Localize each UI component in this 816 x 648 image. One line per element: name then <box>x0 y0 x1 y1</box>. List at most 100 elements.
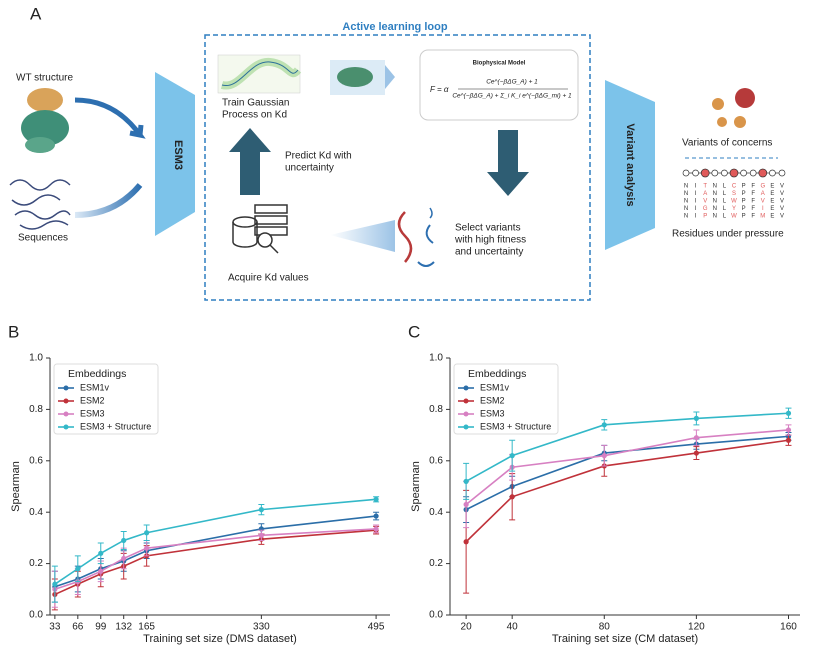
residue-letter: E <box>770 184 774 190</box>
residue-letter: I <box>695 199 697 205</box>
database-icon <box>232 204 288 254</box>
legend-swatch <box>463 385 469 391</box>
wt-label: WT structure <box>16 73 73 84</box>
residue-letter: A <box>703 191 707 197</box>
x-tick-label: 495 <box>368 622 385 633</box>
residue-letter: Y <box>732 206 736 212</box>
x-tick-label: 20 <box>461 622 473 633</box>
point <box>52 581 58 587</box>
legend-swatch <box>463 424 469 430</box>
complex-icon <box>337 67 373 87</box>
residue-letter: V <box>780 214 784 220</box>
x-tick-label: 99 <box>95 622 107 633</box>
y-axis-label: Spearman <box>410 461 422 512</box>
residue-letter: I <box>695 206 697 212</box>
legend-label: ESM3 <box>80 408 105 418</box>
arrow <box>74 183 143 218</box>
residue-letter: W <box>731 199 737 205</box>
x-tick-label: 132 <box>115 622 132 633</box>
legend-label: ESM3 + Structure <box>480 421 551 431</box>
residue-letter: L <box>723 214 727 220</box>
residue-letter: V <box>780 184 784 190</box>
model-box <box>419 49 579 121</box>
residue-letter: F <box>751 199 755 205</box>
residue-letter: E <box>770 191 774 197</box>
residue-letter: E <box>770 206 774 212</box>
legend-swatch <box>463 411 469 417</box>
y-tick-label: 0.8 <box>429 404 443 415</box>
arrow <box>487 130 529 196</box>
residue-letter: N <box>713 199 717 205</box>
residue-letter: I <box>695 184 697 190</box>
x-tick-label: 80 <box>599 622 611 633</box>
point <box>121 555 127 562</box>
residue-letter: E <box>770 199 774 205</box>
loop-box <box>204 34 591 301</box>
legend-title: Embeddings <box>68 368 126 380</box>
arrow <box>330 220 395 252</box>
point <box>98 568 104 574</box>
residue-letter: N <box>684 206 688 212</box>
residue-letter: N <box>713 206 717 212</box>
x-axis-label: Training set size (CM dataset) <box>552 633 698 645</box>
predict-text: uncertainty <box>285 163 334 174</box>
x-tick-label: 40 <box>507 622 519 633</box>
variants-text: Variants of concerns <box>682 138 772 149</box>
legend-swatch <box>63 398 69 404</box>
legend-box <box>53 363 159 435</box>
legend-swatch <box>63 385 69 391</box>
residue-letter: W <box>731 214 737 220</box>
residue-node <box>729 168 739 178</box>
y-tick-label: 0.4 <box>429 507 443 518</box>
y-tick-label: 0.0 <box>429 610 443 621</box>
residue-node <box>758 168 768 178</box>
residue-letter: N <box>713 214 717 220</box>
point <box>601 422 607 428</box>
residue-node <box>711 169 719 177</box>
arrow <box>385 65 395 89</box>
legend-swatch <box>63 411 69 417</box>
point <box>373 513 379 519</box>
select-text: Select variants <box>455 223 521 234</box>
point <box>258 507 264 513</box>
point <box>258 532 264 538</box>
legend-title: Embeddings <box>468 368 526 380</box>
legend-swatch <box>463 398 469 404</box>
residue-letter: L <box>723 184 727 190</box>
variant-seq-icon <box>397 207 435 267</box>
residue-letter: T <box>703 184 707 190</box>
residue-letter: L <box>723 206 727 212</box>
point <box>785 437 792 443</box>
legend-box <box>453 363 559 435</box>
formula: Ce^(−βΔG_A) + 1 <box>486 79 538 86</box>
residue-letter: P <box>703 214 707 220</box>
point <box>601 453 607 459</box>
point <box>98 550 104 556</box>
x-tick-label: 160 <box>780 622 797 633</box>
point <box>509 453 515 459</box>
residue-node <box>682 169 690 177</box>
residue-letter: V <box>761 199 765 205</box>
residue-letter: F <box>751 214 755 220</box>
legend-label: ESM1v <box>80 382 110 392</box>
legend-label: ESM2 <box>480 395 505 405</box>
point <box>373 526 379 532</box>
residue-letter: E <box>770 214 774 220</box>
x-tick-label: 33 <box>49 622 61 633</box>
residue-letter: L <box>723 191 727 197</box>
y-tick-label: 1.0 <box>429 353 443 364</box>
residue-letter: N <box>684 214 688 220</box>
residue-letter: I <box>695 191 697 197</box>
legend-label: ESM2 <box>80 395 105 405</box>
residue-letter: N <box>713 184 717 190</box>
sequence-icon <box>9 179 71 230</box>
point <box>144 530 150 536</box>
virus-icons <box>712 88 755 128</box>
y-tick-label: 0.8 <box>29 404 43 415</box>
y-tick-label: 1.0 <box>29 353 43 364</box>
point <box>463 501 469 508</box>
panel-label: C <box>408 322 420 341</box>
y-tick-label: 0.4 <box>29 507 43 518</box>
residue-letter: V <box>780 199 784 205</box>
legend-label: ESM3 + Structure <box>80 421 151 431</box>
